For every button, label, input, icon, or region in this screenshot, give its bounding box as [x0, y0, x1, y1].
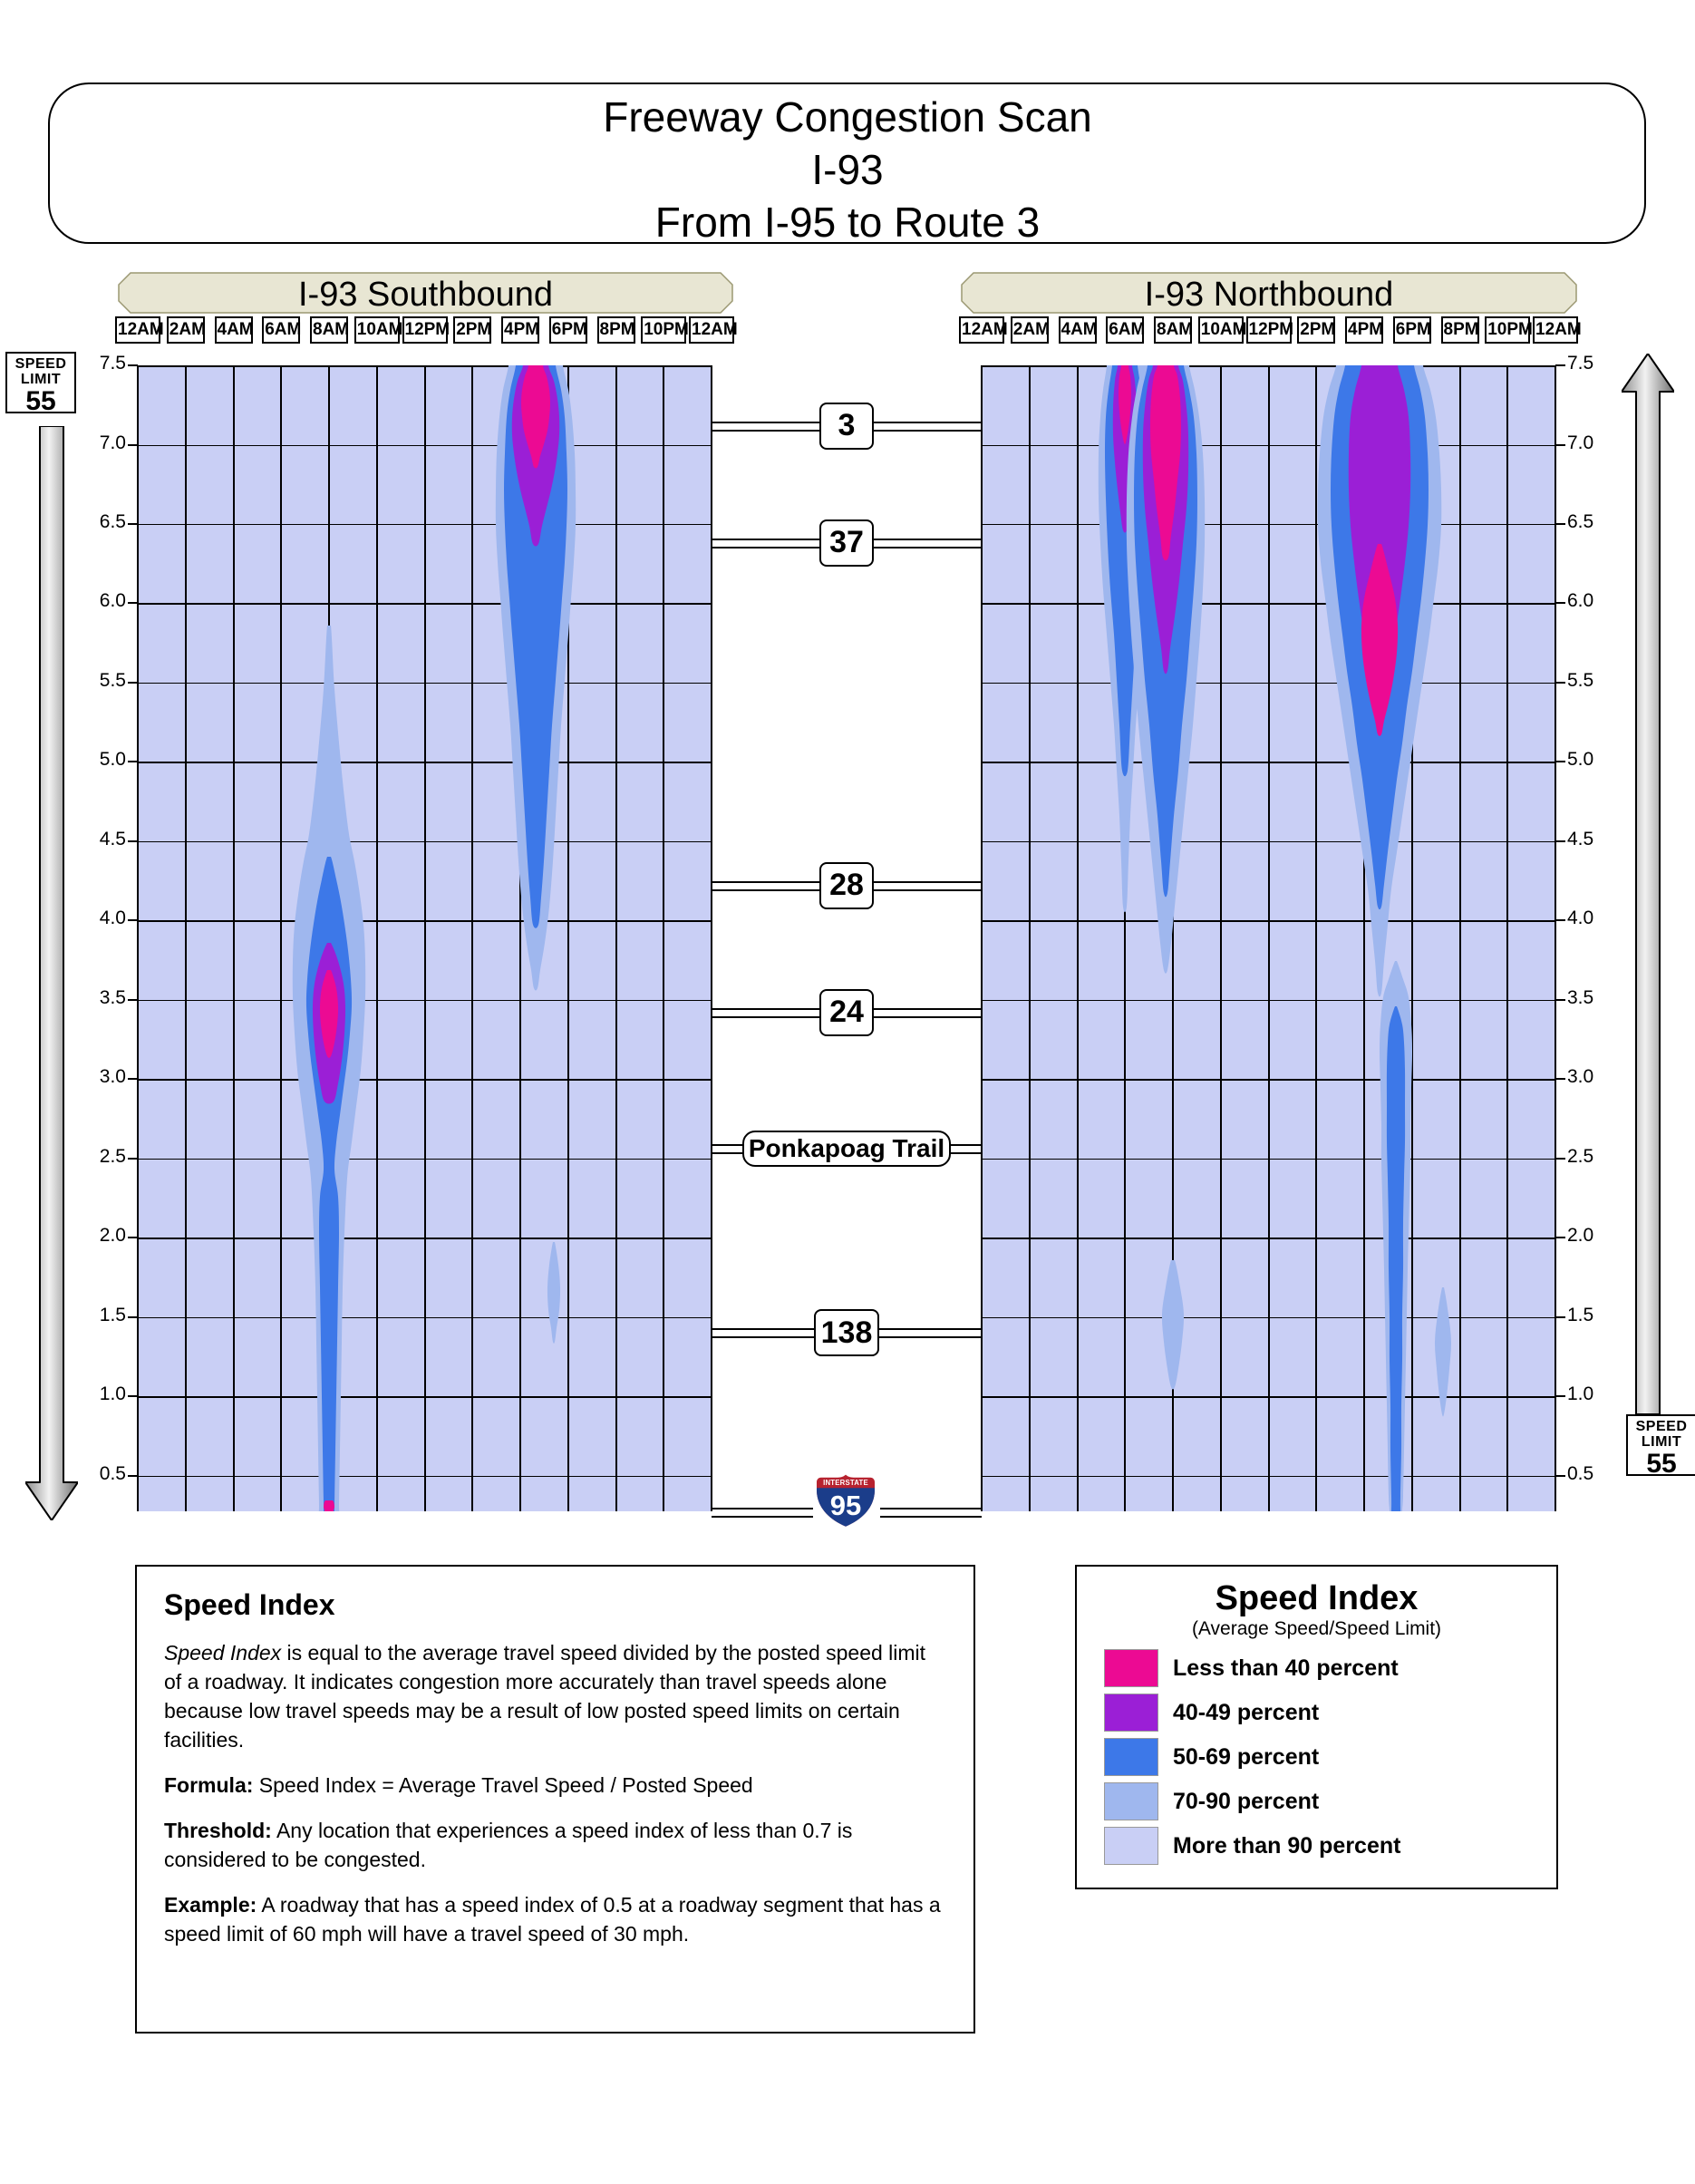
- svg-text:95: 95: [830, 1490, 861, 1521]
- svg-text:INTERSTATE: INTERSTATE: [823, 1479, 868, 1487]
